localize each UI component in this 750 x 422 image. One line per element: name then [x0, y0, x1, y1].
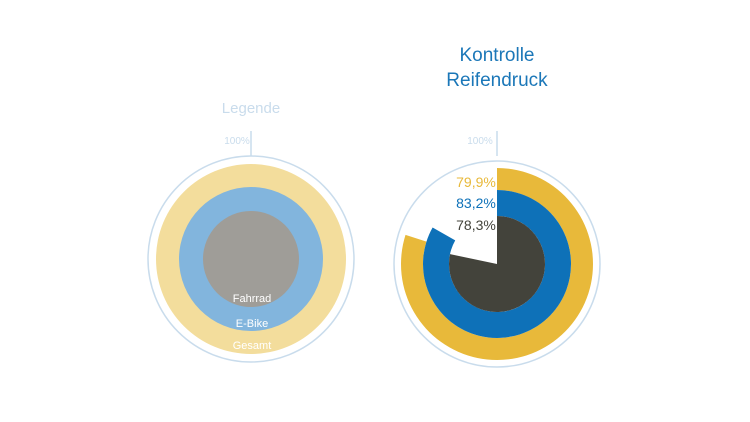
- value-label-gesamt: 79,9%: [456, 174, 496, 190]
- legend-core-fahrrad: [203, 211, 299, 307]
- chart-outer-outline: [393, 160, 601, 368]
- value-label-ebike: 83,2%: [456, 195, 496, 211]
- legend-label-gesamt: Gesamt: [233, 340, 272, 352]
- chart-title-line2: Reifendruck: [446, 70, 548, 91]
- chart-title-line1: Kontrolle: [460, 45, 535, 66]
- legend-title: Legende: [222, 100, 280, 117]
- legend-scale-label: 100%: [224, 136, 250, 147]
- radial-chart: Kontrolle Reifendruck 100% 79,9% 83,2% 7…: [393, 45, 601, 368]
- legend-panel: Legende 100% Fahrrad E-Bike Gesamt: [147, 100, 355, 363]
- bar-ebike: [423, 190, 572, 338]
- bar-fahrrad: [449, 216, 545, 312]
- legend-label-fahrrad: Fahrrad: [233, 293, 272, 305]
- legend-outer-outline: [147, 155, 355, 363]
- legend-label-ebike: E-Bike: [236, 318, 268, 330]
- chart-scale-label: 100%: [467, 136, 493, 147]
- value-label-fahrrad: 78,3%: [456, 217, 496, 233]
